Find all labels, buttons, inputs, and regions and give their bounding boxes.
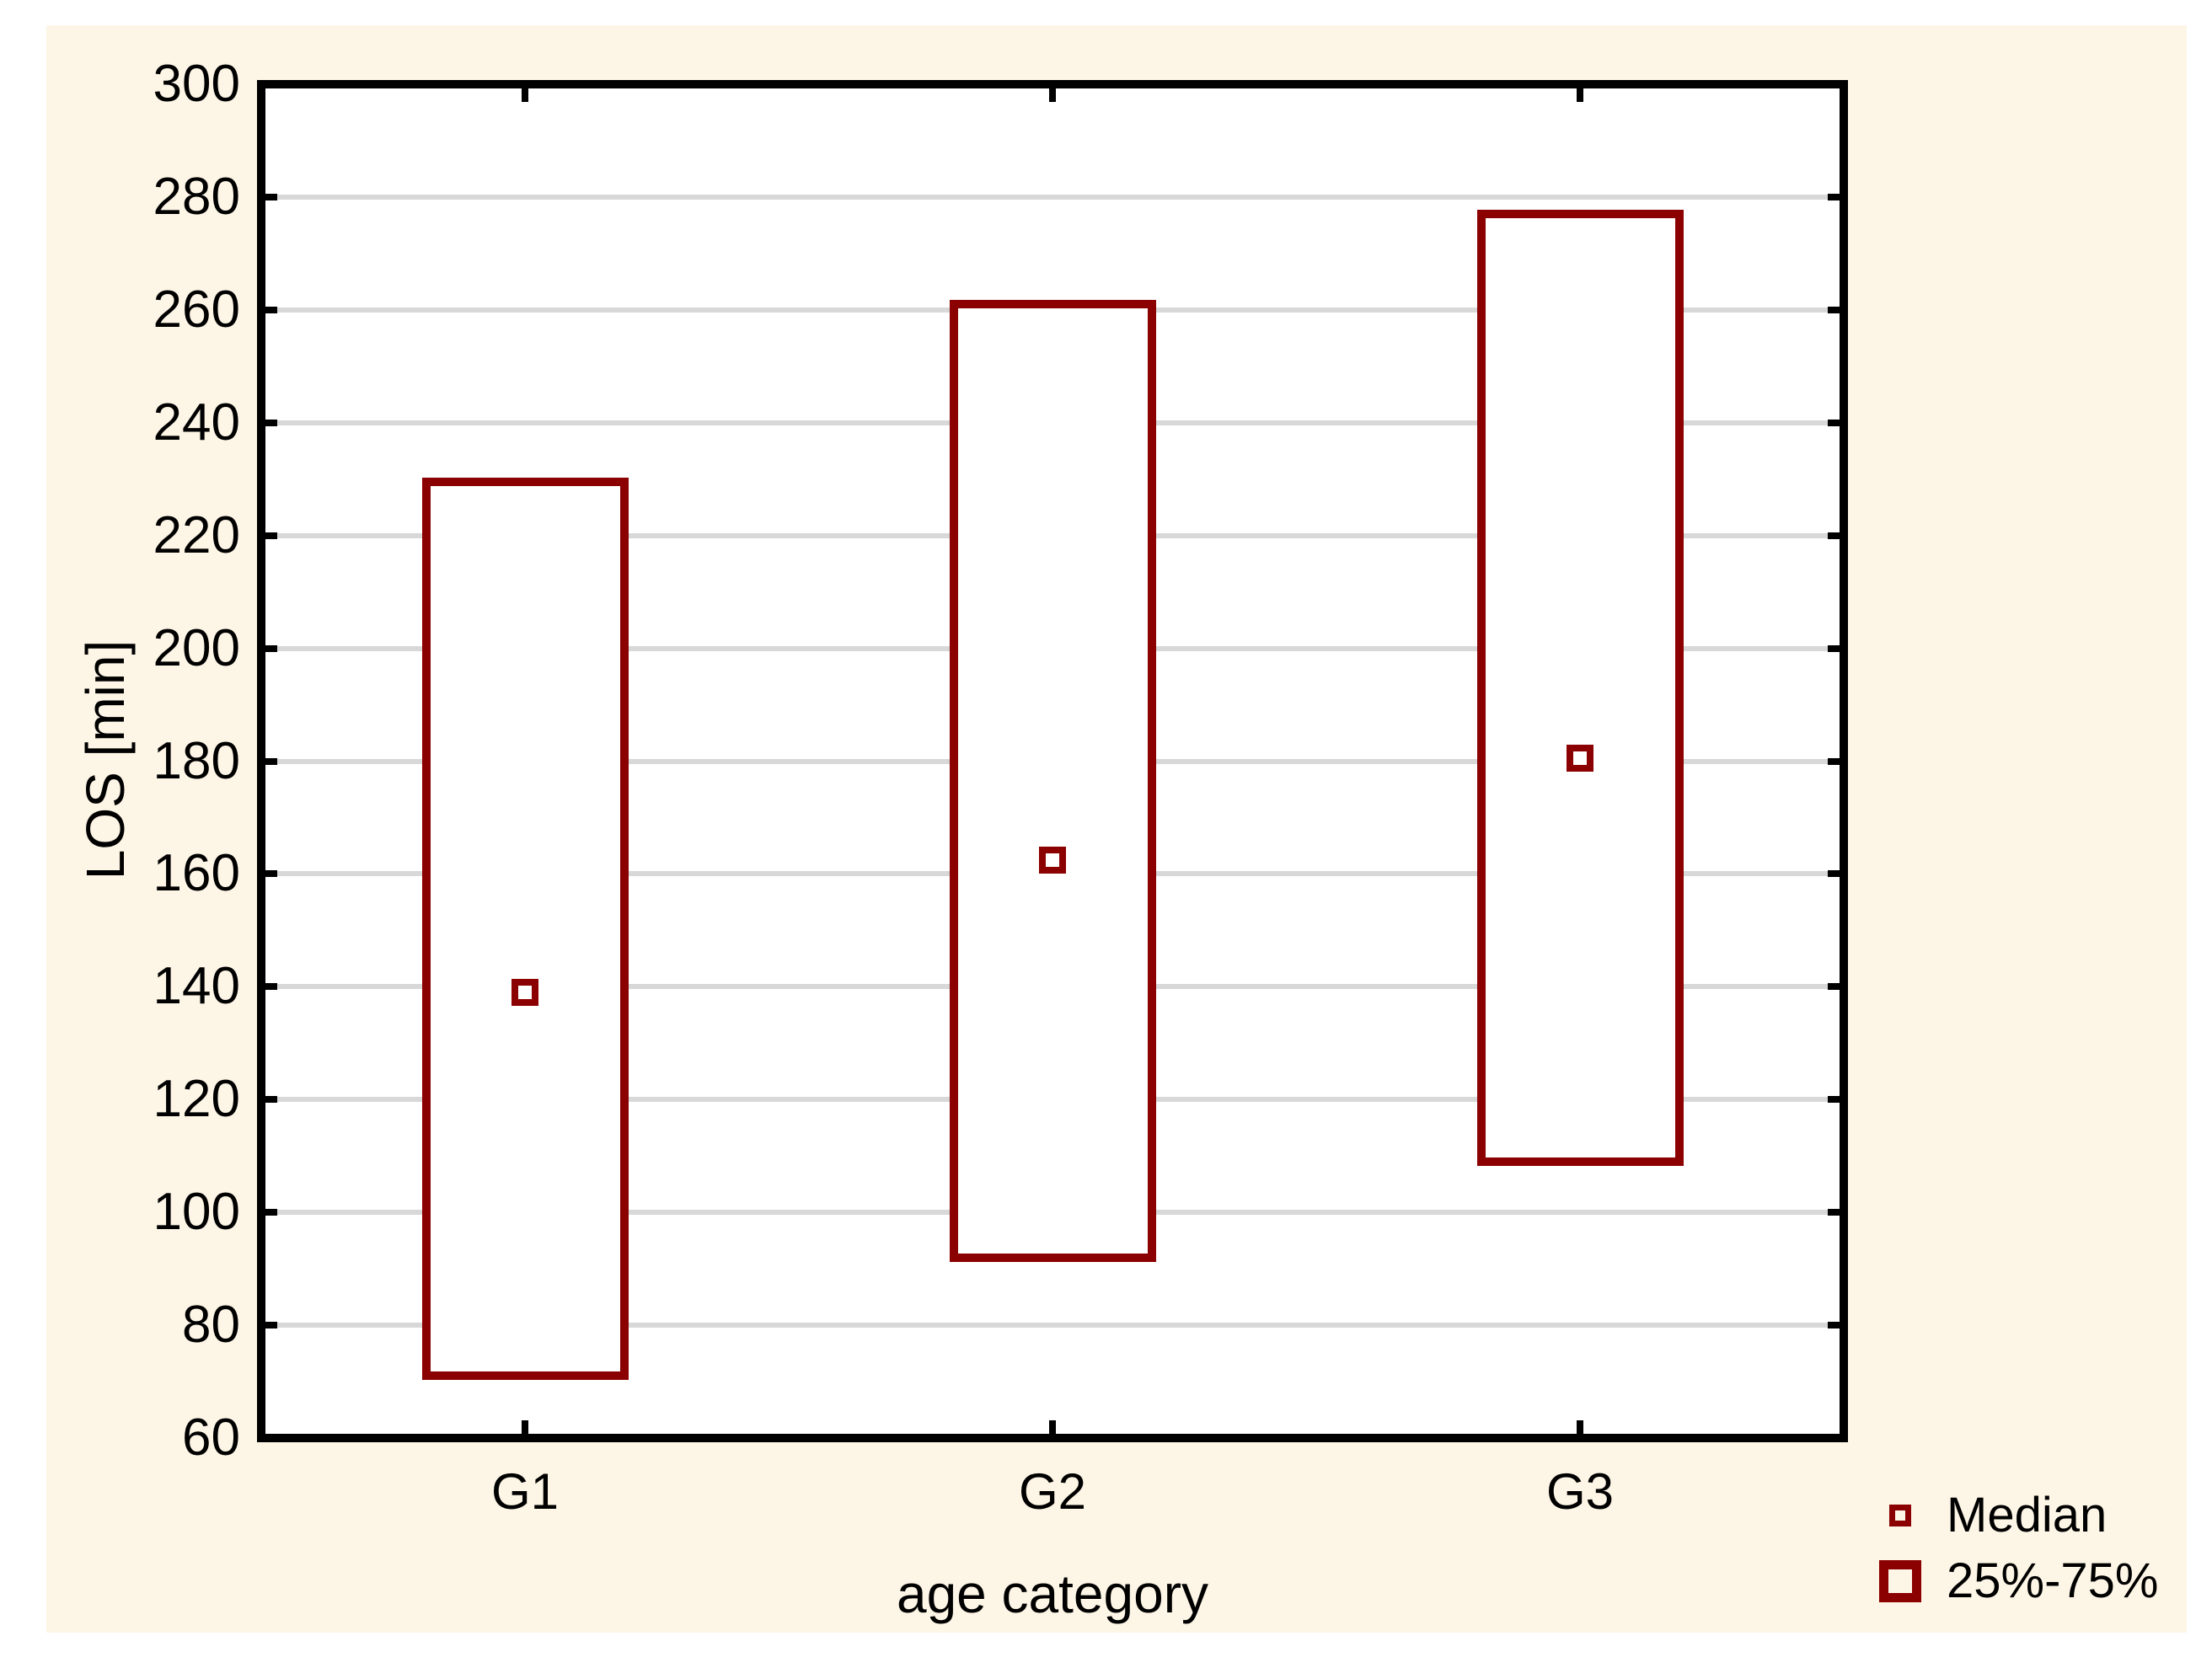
x-tick-label-G1: G1 [490,1463,560,1520]
left-tick-220 [265,532,277,539]
left-tick-260 [265,306,277,313]
left-tick-180 [265,757,277,765]
median-marker-icon [1889,1505,1911,1526]
y-tick-label-80: 80 [182,1296,240,1355]
right-tick-260 [1828,306,1840,313]
legend-item-iqr: 25%-75% [1871,1548,2191,1614]
right-tick-220 [1828,532,1840,539]
top-tick-G1 [522,88,528,102]
median-marker-G1 [511,979,538,1007]
right-tick-280 [1828,193,1840,200]
left-tick-240 [265,419,277,426]
y-tick-label-200: 200 [153,618,240,677]
left-tick-100 [265,1209,277,1216]
y-tick-label-160: 160 [153,844,240,903]
right-tick-180 [1828,757,1840,765]
y-tick-label-100: 100 [153,1183,240,1242]
y-tick-label-220: 220 [153,505,240,564]
y-tick-label-240: 240 [153,393,240,452]
right-tick-160 [1828,870,1840,878]
y-tick-label-300: 300 [153,55,240,113]
top-tick-G2 [1049,88,1056,102]
legend-label-median: Median [1947,1488,2108,1542]
x-tick-label-G2: G2 [1018,1463,1087,1520]
iqr-box-G3 [1477,210,1684,1166]
y-tick-label-60: 60 [182,1409,240,1467]
left-tick-120 [265,1096,277,1104]
bottom-tick-G3 [1577,1420,1583,1434]
bottom-tick-G2 [1049,1420,1056,1434]
y-tick-label-120: 120 [153,1070,240,1129]
y-tick-label-280: 280 [153,167,240,226]
iqr-box-G1 [422,478,629,1381]
right-tick-120 [1828,1096,1840,1104]
y-tick-label-260: 260 [153,280,240,339]
y-tick-label-180: 180 [153,731,240,790]
right-tick-240 [1828,419,1840,426]
legend-item-median: Median [1871,1483,2191,1548]
x-tick-label-G3: G3 [1545,1463,1615,1520]
plot-frame [257,80,1848,1442]
y-tick-label-140: 140 [153,957,240,1016]
legend-label-iqr: 25%-75% [1947,1553,2159,1608]
left-tick-280 [265,193,277,200]
median-marker-G2 [1039,846,1066,874]
top-tick-G3 [1577,88,1583,102]
right-tick-80 [1828,1322,1840,1329]
y-axis-title: LOS [min] [75,639,136,880]
left-tick-200 [265,644,277,652]
bottom-tick-G1 [522,1420,528,1434]
median-marker-G3 [1567,745,1593,773]
x-axis-title: age category [896,1564,1209,1624]
iqr-box-marker-icon [1879,1560,1921,1602]
left-tick-160 [265,870,277,878]
left-tick-80 [265,1322,277,1329]
left-tick-140 [265,983,277,991]
gridline-y-80 [265,1323,1840,1329]
right-tick-140 [1828,983,1840,991]
legend: Median 25%-75% [1871,1483,2191,1626]
iqr-box-G2 [950,300,1156,1262]
gridline-y-280 [265,194,1840,200]
right-tick-200 [1828,644,1840,652]
right-tick-100 [1828,1209,1840,1216]
